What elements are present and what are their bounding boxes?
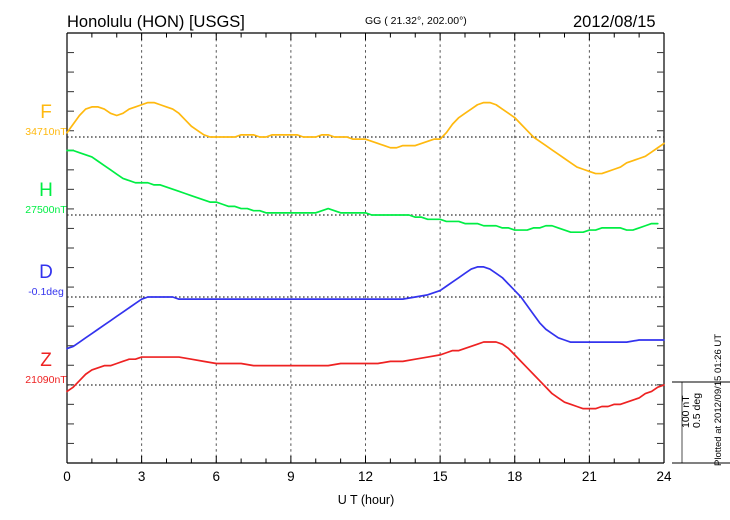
- x-tick-label: 12: [358, 469, 373, 484]
- series-label-D: D: [39, 262, 53, 283]
- series-labels: F 34710nT H 27500nT D -0.1deg Z 21090nT: [25, 102, 67, 386]
- page-title: Honolulu (HON) [USGS]: [67, 13, 245, 31]
- date-label: 2012/08/15: [573, 13, 656, 31]
- series-baselines: [67, 136, 664, 386]
- trace-F: [66, 101, 665, 175]
- trace-D: [66, 266, 665, 350]
- plotted-timestamp: Plotted at 2012/09/15 01:26 UT: [713, 334, 724, 466]
- series-baseline-label-D: -0.1deg: [28, 286, 64, 298]
- x-axis-title: U T (hour): [338, 493, 395, 507]
- series-label-H: H: [39, 180, 53, 201]
- x-tick-label: 21: [582, 469, 597, 484]
- series-baseline-label-Z: 21090nT: [25, 374, 67, 386]
- x-tick-label: 3: [138, 469, 146, 484]
- scale-bar-nt-label: 100 nT: [680, 395, 692, 428]
- x-tick-label: 15: [433, 469, 448, 484]
- series-label-Z: Z: [40, 350, 52, 371]
- x-tick-label: 24: [656, 469, 672, 484]
- scale-bar: 100 nT 0.5 deg: [672, 381, 730, 464]
- trace-H: [66, 149, 659, 234]
- series-label-F: F: [40, 102, 52, 123]
- x-tick-label: 0: [63, 469, 71, 484]
- series-traces: [66, 101, 665, 410]
- x-tick-label: 9: [287, 469, 295, 484]
- series-baseline-label-H: 27500nT: [25, 204, 67, 216]
- x-axis-ticks: [66, 33, 665, 463]
- x-tick-label: 18: [507, 469, 522, 484]
- trace-Z: [66, 341, 665, 410]
- scale-bar-deg-label: 0.5 deg: [691, 393, 703, 428]
- series-baseline-label-F: 34710nT: [25, 126, 67, 138]
- geo-coordinates-label: GG ( 21.32°, 202.00°): [365, 15, 467, 27]
- x-axis-tick-labels: 0 3 6 9 12 15 18 21 24: [63, 469, 672, 484]
- x-tick-label: 6: [212, 469, 220, 484]
